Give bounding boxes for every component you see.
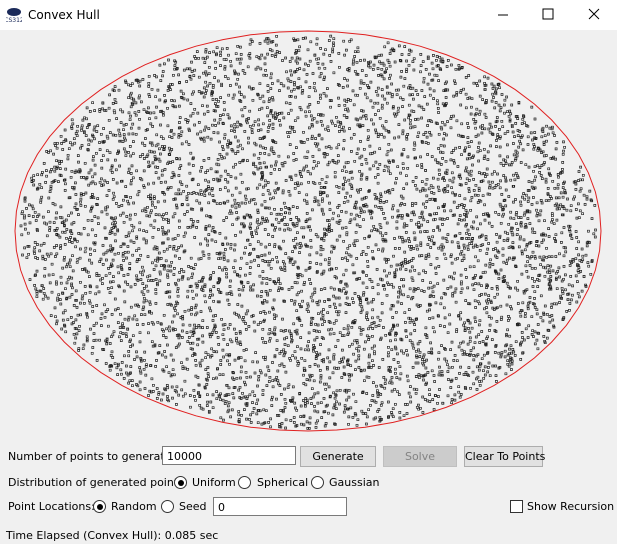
distribution-label: Distribution of generated points:	[8, 476, 188, 489]
svg-text:CS312: CS312	[6, 17, 22, 23]
points-input[interactable]: 10000	[162, 446, 296, 465]
status-text: Time Elapsed (Convex Hull): 0.085 sec	[6, 529, 219, 542]
points	[19, 34, 597, 430]
random-label: Random	[111, 500, 157, 513]
points-label: Number of points to generate:	[8, 450, 176, 463]
seed-label: Seed	[179, 500, 207, 513]
gaussian-label: Gaussian	[329, 476, 380, 489]
seed-radio[interactable]	[161, 500, 174, 513]
show-recursion-label: Show Recursion	[527, 500, 615, 513]
spherical-radio[interactable]	[238, 476, 251, 489]
app-icon: CS312	[6, 8, 22, 23]
convex-hull	[14, 30, 602, 432]
title-bar: CS312 Convex Hull	[0, 0, 617, 30]
locations-label: Point Locations:	[8, 500, 95, 513]
gaussian-radio[interactable]	[311, 476, 324, 489]
seed-input[interactable]: 0	[213, 497, 347, 516]
window-controls	[498, 8, 600, 20]
show-recursion-checkbox[interactable]	[510, 500, 523, 513]
maximize-button[interactable]	[542, 8, 554, 20]
uniform-label: Uniform	[192, 476, 236, 489]
clear-button[interactable]: Clear To Points	[464, 446, 545, 467]
solve-button[interactable]: Solve	[383, 446, 457, 467]
uniform-radio[interactable]	[174, 476, 187, 489]
spherical-label: Spherical	[257, 476, 309, 489]
random-radio[interactable]	[93, 500, 106, 513]
generate-button[interactable]: Generate	[300, 446, 376, 467]
window-title: Convex Hull	[28, 8, 100, 22]
point-canvas	[14, 30, 602, 432]
close-button[interactable]	[588, 8, 600, 20]
